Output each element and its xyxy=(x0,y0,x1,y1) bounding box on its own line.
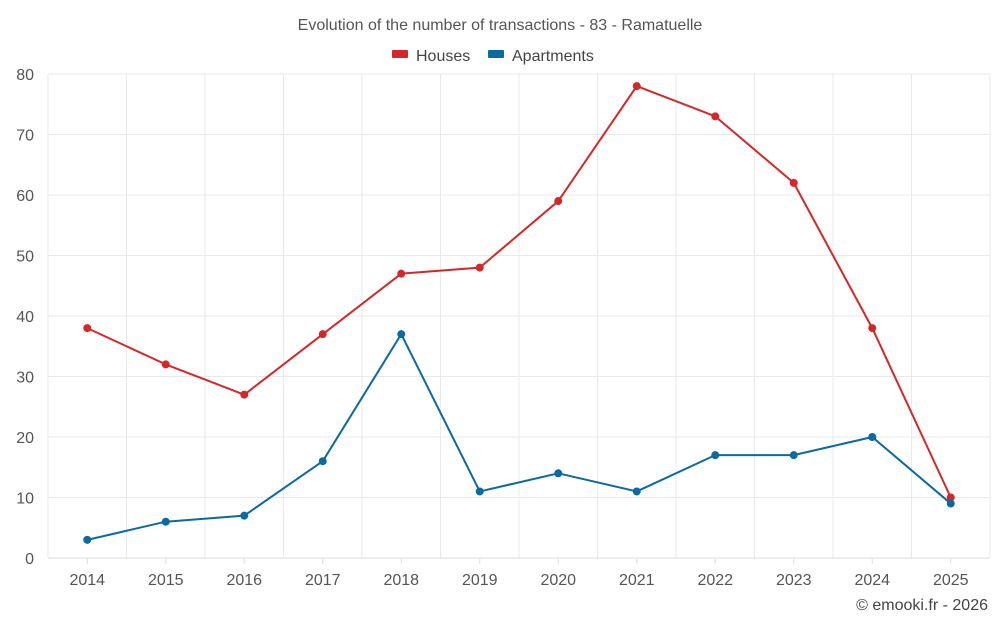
x-tick-label: 2024 xyxy=(854,572,890,589)
data-point-houses[interactable] xyxy=(475,263,484,272)
legend-houses-label[interactable]: Houses xyxy=(416,48,470,65)
y-tick-label: 20 xyxy=(16,430,34,447)
credit-text: © emooki.fr - 2026 xyxy=(856,597,988,614)
y-tick-label: 40 xyxy=(16,309,34,326)
series-houses xyxy=(83,82,955,502)
data-point-apartments[interactable] xyxy=(632,487,641,496)
data-point-apartments[interactable] xyxy=(711,451,720,460)
x-tick-label: 2020 xyxy=(540,572,576,589)
data-point-houses[interactable] xyxy=(397,269,406,278)
x-tick-label: 2022 xyxy=(697,572,733,589)
data-point-apartments[interactable] xyxy=(946,499,955,508)
data-point-houses[interactable] xyxy=(554,197,563,206)
y-tick-label: 70 xyxy=(16,128,34,145)
data-point-houses[interactable] xyxy=(240,390,249,399)
y-tick-label: 80 xyxy=(16,67,34,84)
series-line-apartments xyxy=(87,333,952,541)
data-point-apartments[interactable] xyxy=(868,433,877,441)
data-point-houses[interactable] xyxy=(868,324,877,333)
data-point-apartments[interactable] xyxy=(83,535,92,544)
x-tick-label: 2017 xyxy=(305,572,341,589)
series xyxy=(83,82,955,544)
data-point-houses[interactable] xyxy=(789,178,798,187)
data-point-houses[interactable] xyxy=(83,324,92,333)
x-tick-label: 2018 xyxy=(383,572,419,589)
chart-title: Evolution of the number of transactions … xyxy=(298,17,703,34)
y-tick-label: 30 xyxy=(16,370,34,387)
x-tick-label: 2014 xyxy=(69,572,105,589)
x-tick-label: 2023 xyxy=(776,572,812,589)
data-point-houses[interactable] xyxy=(161,360,170,369)
x-tick-label: 2025 xyxy=(933,572,969,589)
legend-apartments-label[interactable]: Apartments xyxy=(512,48,594,65)
data-point-houses[interactable] xyxy=(318,330,327,339)
data-point-apartments[interactable] xyxy=(240,511,249,520)
legend-apartments-swatch[interactable] xyxy=(488,50,504,58)
legend: Houses Apartments xyxy=(392,48,594,65)
data-point-apartments[interactable] xyxy=(397,330,406,339)
x-tick-label: 2016 xyxy=(226,572,262,589)
y-tick-label: 50 xyxy=(16,249,34,266)
legend-houses-swatch[interactable] xyxy=(392,50,408,58)
data-point-houses[interactable] xyxy=(946,493,955,502)
grid xyxy=(47,73,991,558)
series-apartments xyxy=(83,330,955,544)
x-axis: 2014 2015 2016 2017 2018 2019 2020 2021 2022 2023… xyxy=(48,557,990,589)
data-point-apartments[interactable] xyxy=(318,457,327,466)
data-point-houses[interactable] xyxy=(711,112,720,121)
data-point-apartments[interactable] xyxy=(475,487,484,496)
x-tick-label: 2021 xyxy=(619,572,655,589)
y-axis: 0 10 20 30 40 50 60 70 80 xyxy=(16,67,34,568)
data-point-apartments[interactable] xyxy=(161,517,170,526)
data-point-apartments[interactable] xyxy=(789,451,798,460)
data-point-houses[interactable] xyxy=(632,82,641,91)
data-point-apartments[interactable] xyxy=(554,469,563,478)
series-line-houses xyxy=(86,85,952,498)
y-tick-label: 0 xyxy=(25,551,34,568)
x-tick-label: 2019 xyxy=(462,572,498,589)
y-tick-label: 10 xyxy=(16,491,34,508)
x-tick-label: 2015 xyxy=(148,572,184,589)
y-tick-label: 60 xyxy=(16,188,34,205)
